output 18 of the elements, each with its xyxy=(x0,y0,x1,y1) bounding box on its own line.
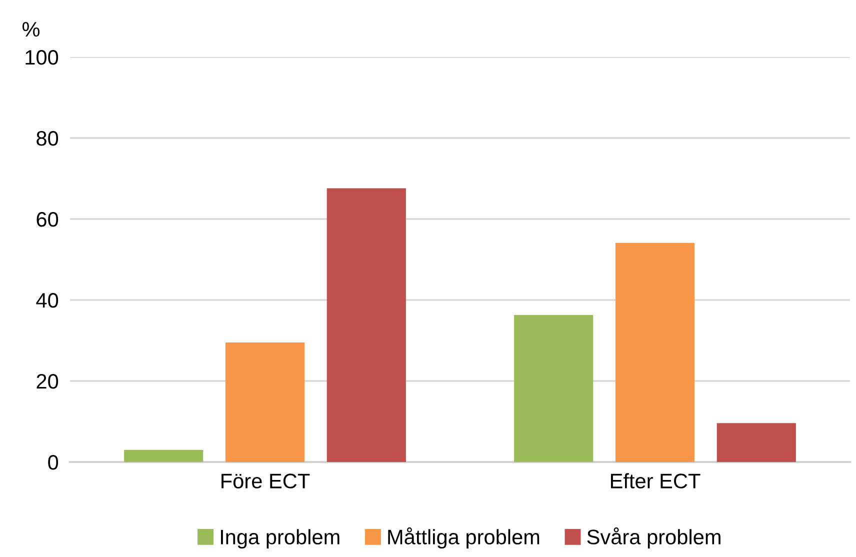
x-tick-label: Före ECT xyxy=(222,474,310,488)
y-tick-label: 80 xyxy=(36,131,58,146)
legend-label: Inga problem xyxy=(220,529,340,549)
y-tick-label: 60 xyxy=(36,212,58,227)
bar xyxy=(326,188,406,462)
bar xyxy=(615,242,695,462)
legend-label: Svåra problem xyxy=(587,527,720,549)
x-tick-label: Efter ECT xyxy=(610,473,700,488)
bar xyxy=(514,314,594,462)
y-tick-label: 100 xyxy=(26,50,58,65)
y-tick-label: 0 xyxy=(48,455,58,470)
bar xyxy=(716,423,796,462)
y-axis-title: % xyxy=(22,22,40,37)
y-tick-label: 20 xyxy=(36,374,58,389)
legend-label: Måttliga problem xyxy=(388,527,540,549)
bar xyxy=(124,450,204,462)
bar xyxy=(225,342,305,462)
y-tick-label: 40 xyxy=(36,293,58,308)
